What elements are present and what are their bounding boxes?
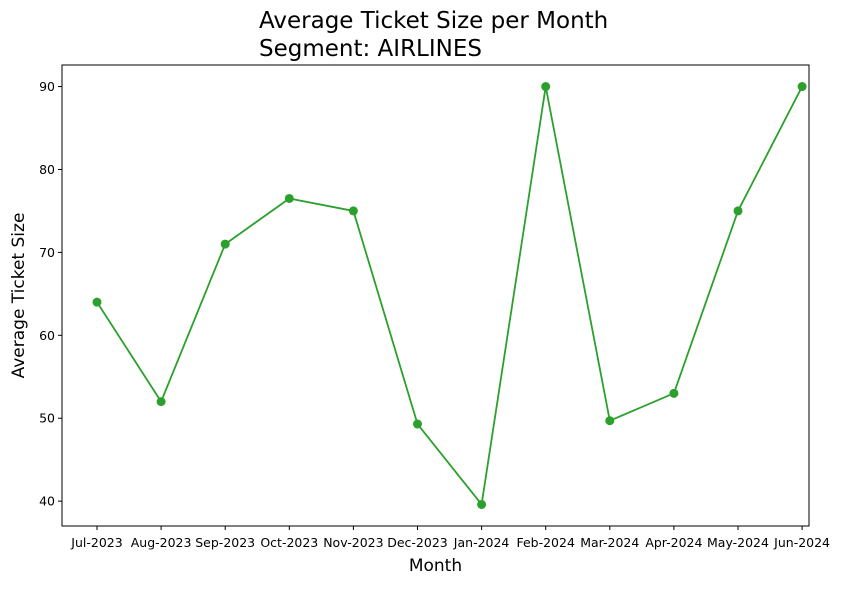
x-axis: Jul-2023 Aug-2023 Sep-2023 Oct-2023 Nov-2023…	[70, 526, 830, 550]
x-tick-label: Oct-2023	[260, 535, 318, 550]
data-point	[413, 419, 422, 429]
x-tick-label: Apr-2024	[645, 535, 702, 550]
series-layer	[92, 82, 807, 509]
data-point	[669, 388, 679, 398]
x-tick-label: Feb-2024	[516, 535, 575, 550]
data-point	[733, 206, 743, 216]
data-point	[477, 499, 487, 509]
plot-area	[61, 64, 810, 527]
x-axis-label: Month	[409, 556, 462, 576]
y-axis: 40 50 60 70 80 90	[39, 79, 62, 509]
x-tick-label: Sep-2023	[195, 535, 255, 550]
x-tick-label: Jun-2024	[773, 535, 830, 550]
data-point	[156, 397, 166, 407]
chart-title-line-2: Segment: AIRLINES	[259, 36, 482, 62]
x-tick-label: Aug-2023	[131, 535, 192, 550]
chart-title: Average Ticket Size per Month Segment: A…	[259, 8, 608, 62]
data-point	[92, 297, 102, 307]
data-point	[348, 206, 358, 216]
y-axis-label: Average Ticket Size	[9, 213, 29, 379]
y-tick-label: 80	[39, 162, 55, 177]
series-line	[96, 85, 803, 506]
y-tick-label: 50	[39, 411, 55, 426]
x-tick-label: Jan-2024	[453, 535, 510, 550]
y-tick-label: 40	[39, 494, 55, 509]
data-point	[541, 82, 551, 92]
data-point	[605, 416, 615, 426]
x-tick-label: Mar-2024	[580, 535, 639, 550]
chart-title-line-1: Average Ticket Size per Month	[259, 8, 608, 34]
data-point	[220, 239, 230, 249]
data-point	[797, 82, 807, 92]
x-tick-label: Nov-2023	[323, 535, 383, 550]
x-tick-label: May-2024	[707, 535, 769, 550]
data-point	[284, 193, 294, 203]
x-tick-label: Jul-2023	[70, 535, 122, 550]
y-tick-label: 70	[39, 245, 55, 260]
y-tick-label: 90	[39, 79, 55, 94]
x-tick-label: Dec-2023	[387, 535, 448, 550]
y-tick-label: 60	[39, 328, 55, 343]
